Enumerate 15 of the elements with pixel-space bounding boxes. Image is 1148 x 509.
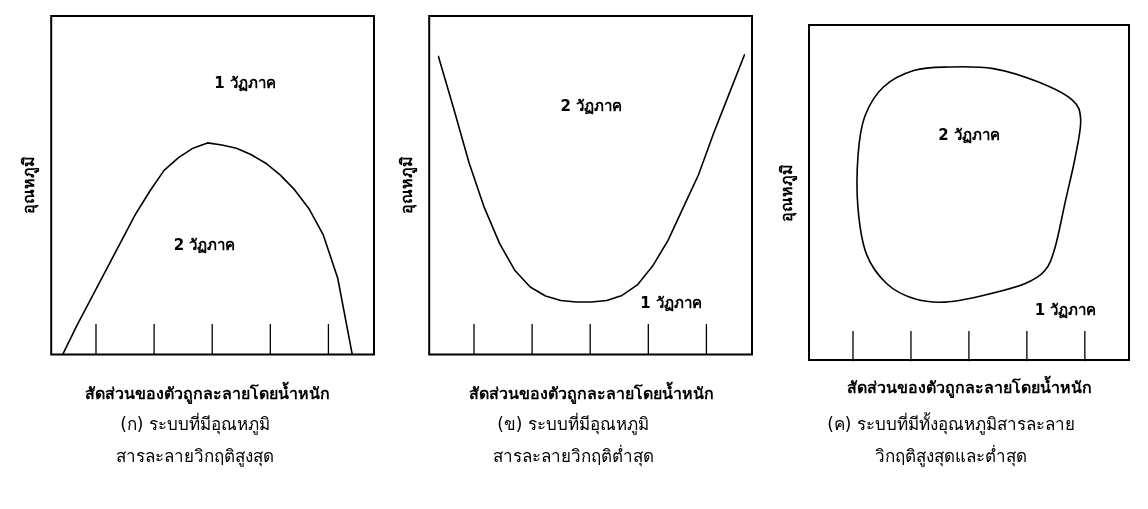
text: (ข) ระบบที่มีอุณหภูมิ สารละลายวิกฤติต่ำสุด bbox=[492, 411, 654, 469]
x-axis-title: สัดส่วนของตัวถูกละลายโดยน้ำหนัก bbox=[84, 380, 330, 405]
text: 1 วัฏภาค bbox=[214, 73, 276, 92]
text: 2 วัฏภาค bbox=[938, 125, 1000, 147]
x-axis-title: สัดส่วนของตัวถูกละลายโดยน้ำหนัก bbox=[468, 380, 714, 405]
text: อุณหภูมิ bbox=[775, 163, 798, 222]
text: สัดส่วนของตัวถูกละลายโดยน้ำหนัก bbox=[846, 375, 1092, 400]
text: (ค) ระบบที่มีทั้งอุณหภูมิสารละลาย วิกฤติสูงสุดและต่ำสุด bbox=[827, 411, 1075, 469]
y-axis-title: อุณหภูมิ bbox=[396, 156, 418, 215]
annotation: 1 วัฏภาค bbox=[640, 293, 702, 312]
annotation: 2 วัฏภาค bbox=[560, 97, 623, 116]
text: (ก) ระบบที่มีอุณหภูมิ สารละลายวิกฤติสูงสุด bbox=[116, 411, 274, 469]
annotation: 2 วัฏภาค bbox=[173, 236, 236, 254]
text: 1 วัฏภาค bbox=[1034, 300, 1097, 322]
y-axis-title: อุณหภูมิ bbox=[18, 156, 40, 215]
